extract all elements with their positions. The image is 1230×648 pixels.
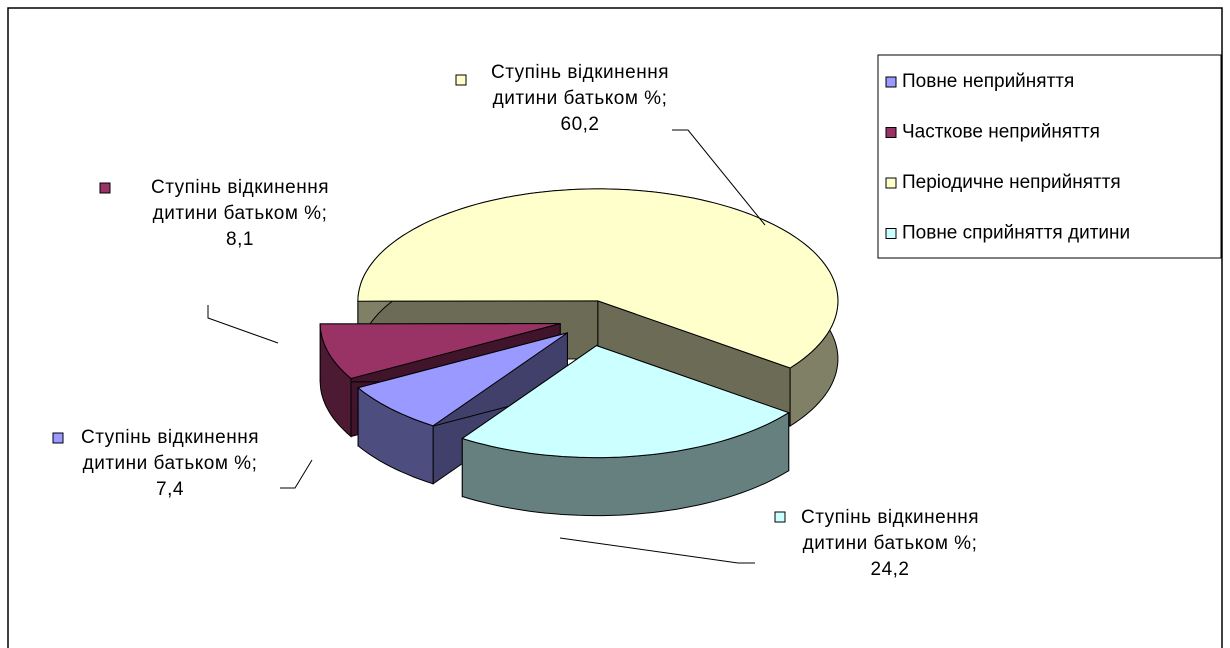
leader-line — [672, 129, 766, 226]
legend-label: Часткове неприйняття — [902, 122, 1100, 143]
label-key — [52, 432, 64, 444]
data-label: Ступінь відкинення дитини батьком %; 24,… — [801, 507, 979, 580]
slice — [461, 345, 790, 459]
leader-line — [280, 459, 313, 489]
legend-label: Періодичне неприйняття — [902, 172, 1121, 193]
leader-line — [559, 537, 755, 564]
leader-line — [207, 305, 279, 344]
data-label: Ступінь відкинення дитини батьком %; 7,4 — [81, 427, 259, 500]
legend-key — [885, 177, 897, 189]
pie — [319, 188, 839, 517]
legend-key — [885, 228, 897, 239]
legend-key — [885, 76, 897, 88]
data-label: Ступінь відкинення дитини батьком %; 60,… — [491, 62, 669, 135]
legend-key — [885, 127, 897, 138]
slice — [357, 188, 839, 369]
legend-label: Повне неприйняття — [902, 71, 1074, 92]
data-label: Ступінь відкинення дитини батьком %; 8,1 — [151, 177, 329, 250]
label-key — [455, 74, 467, 86]
label-key — [99, 182, 111, 194]
slice — [319, 323, 561, 380]
legend-label: Повне сприйняття дитини — [902, 223, 1130, 244]
chart-frame — [7, 7, 1223, 648]
legend-box — [877, 54, 1222, 259]
slice — [357, 332, 568, 427]
label-key — [774, 511, 786, 523]
